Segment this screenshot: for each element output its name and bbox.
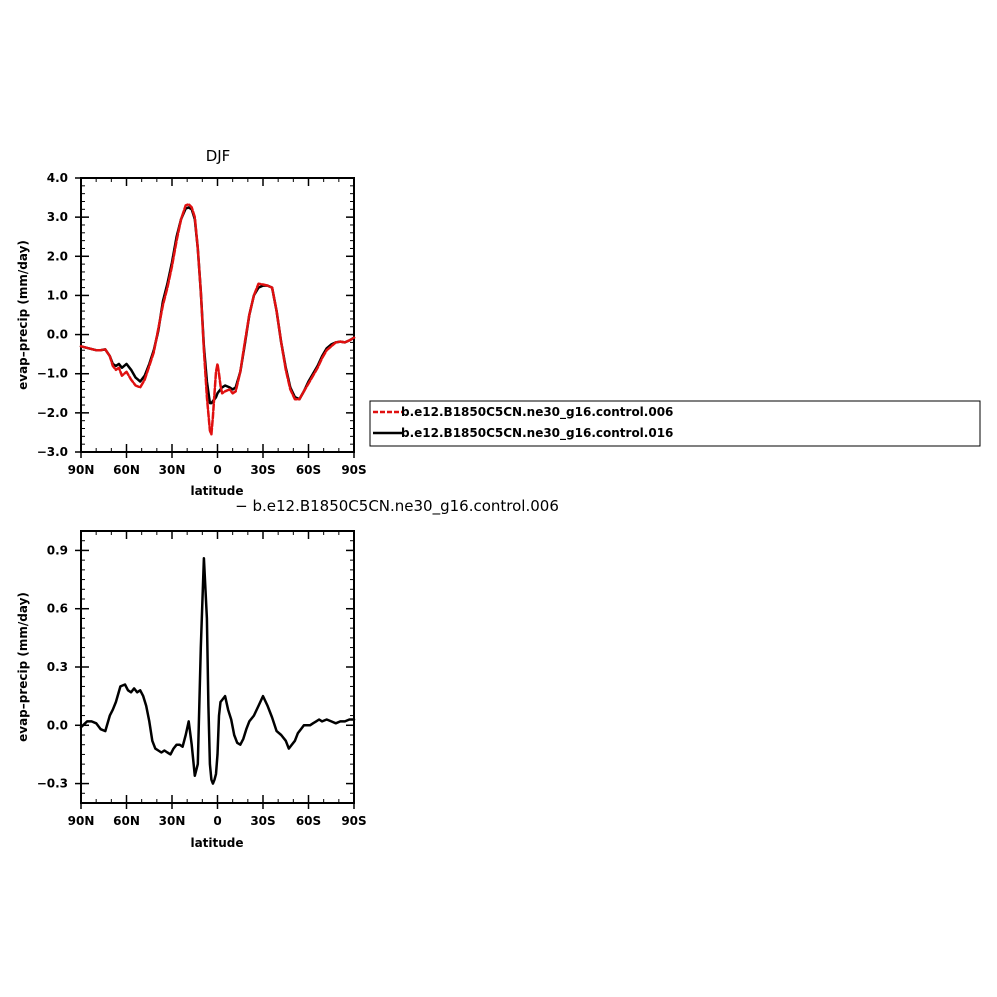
bottom-x-tick-label: 60S [296,814,321,828]
top-y-tick-label: 1.0 [47,288,68,302]
top-y-tick-label: −3.0 [37,445,68,459]
bottom-x-tick-label: 30S [250,814,275,828]
bottom-x-tick-label: 30N [159,814,186,828]
bottom-y-tick-label: 0.6 [47,602,68,616]
top-panel: DJF 90N 60N 30N 0 30S 60S 90S 4.0 3.0 2.0 1.0 0.0 −1… [16,147,367,498]
top-y-tick-label: 3.0 [47,210,68,224]
top-x-tick-label: 30S [250,463,275,477]
legend-label-series-2: b.e12.B1850C5CN.ne30_g16.control.016 [401,426,673,441]
bottom-y-tick-label: 0.0 [47,718,68,732]
bottom-x-tick-label: 0 [213,814,221,828]
bottom-y-axis-title: evap–precip (mm/day) [16,592,30,742]
bottom-y-tick-label: −0.3 [37,777,68,791]
top-x-tick-label: 60S [296,463,321,477]
top-series-line-1 [79,202,356,436]
legend-label-series-1: b.e12.B1850C5CN.ne30_g16.control.006 [401,405,673,420]
top-plot-frame [80,177,355,453]
top-x-tick-label: 90N [68,463,95,477]
top-y-tick-label: −1.0 [37,367,68,381]
top-axis-ticks: 90N 60N 30N 0 30S 60S 90S 4.0 3.0 2.0 1.0 0.0 −1.0 −2… [37,171,367,477]
bottom-y-tick-label: 0.3 [47,660,68,674]
top-x-tick-label: 90S [341,463,366,477]
legend: b.e12.B1850C5CN.ne30_g16.control.006 b.e… [369,400,981,447]
top-x-tick-label: 0 [213,463,221,477]
top-series-lines [79,202,356,436]
bottom-panel: − b.e12.B1850C5CN.ne30_g16.control.006 9… [16,497,559,850]
bottom-x-axis-title: latitude [190,836,243,850]
top-y-tick-label: 2.0 [47,249,68,263]
bottom-y-tick-label: 0.9 [47,543,68,557]
top-y-tick-label: 0.0 [47,328,68,342]
top-chart-title: DJF [206,147,231,165]
bottom-series-lines [79,556,356,785]
top-x-axis-title: latitude [190,484,243,498]
top-x-tick-label: 30N [159,463,186,477]
bottom-axis-ticks: 90N 60N 30N 0 30S 60S 90S 0.9 0.6 0.3 0.0 −0.3 [37,530,367,828]
bottom-x-tick-label: 90S [341,814,366,828]
bottom-x-tick-label: 60N [113,814,140,828]
top-x-tick-label: 60N [113,463,140,477]
legend-box [369,400,981,447]
bottom-chart-title: − b.e12.B1850C5CN.ne30_g16.control.006 [235,497,559,516]
top-y-tick-label: 4.0 [47,171,68,185]
top-y-axis-title: evap–precip (mm/day) [16,240,30,390]
bottom-series-line-1 [79,556,356,785]
bottom-x-tick-label: 90N [68,814,95,828]
top-y-tick-label: −2.0 [37,406,68,420]
